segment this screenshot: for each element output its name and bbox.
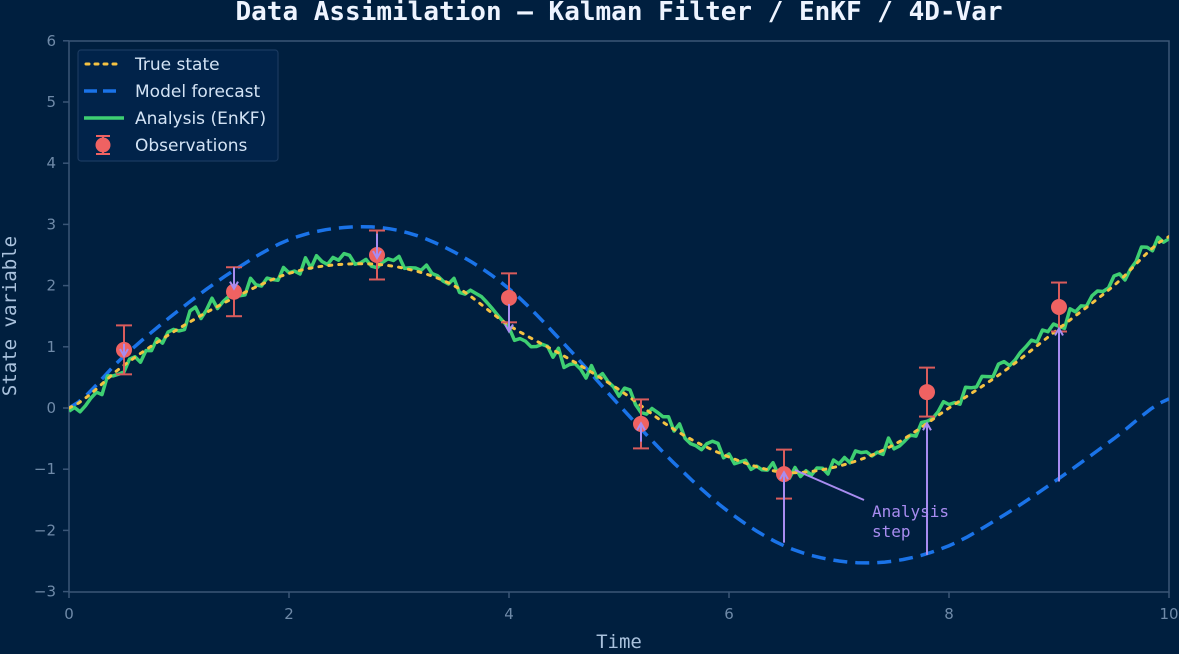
y-tick-label: 0 (46, 399, 56, 417)
y-tick-label: 5 (46, 93, 56, 111)
annotation-line1: Analysis (872, 502, 949, 521)
true-state-line (69, 235, 1169, 475)
plot-frame (68, 40, 1170, 593)
x-tick-label: 0 (64, 605, 74, 623)
analysis-line (69, 235, 1169, 480)
x-tick-label: 8 (944, 605, 954, 623)
y-axis-ticks: −3 −2 −1 0 1 2 3 4 5 6 (34, 32, 69, 601)
observation-point (501, 272, 517, 324)
y-tick-label: 1 (46, 338, 56, 356)
analysis-increment-arrows (124, 233, 1059, 555)
y-tick-label: −2 (34, 521, 56, 539)
annotation-pointer (794, 469, 865, 501)
y-tick-label: 2 (46, 277, 56, 295)
y-tick-label: −3 (34, 583, 56, 601)
x-tick-label: 6 (724, 605, 734, 623)
y-tick-label: 3 (46, 215, 56, 233)
legend: True state Model forecast Analysis (EnKF… (77, 49, 279, 162)
x-tick-label: 2 (284, 605, 294, 623)
legend-observation-swatch (95, 135, 111, 155)
y-tick-label: −1 (34, 460, 56, 478)
observation-point (919, 366, 935, 418)
annotation-line2: step (872, 522, 911, 541)
chart-title: Data Assimilation — Kalman Filter / EnKF… (235, 0, 1002, 27)
x-tick-label: 4 (504, 605, 514, 623)
y-tick-label: 6 (46, 32, 56, 50)
legend-true-label: True state (134, 55, 220, 75)
observation-point (1051, 281, 1067, 333)
legend-observations-label: Observations (135, 136, 248, 156)
x-axis-label: Time (596, 631, 642, 653)
forecast-line (69, 224, 1169, 565)
legend-forecast-label: Model forecast (135, 82, 261, 102)
x-axis-ticks: 0 2 4 6 8 10 (64, 592, 1179, 623)
y-tick-label: 4 (46, 154, 56, 172)
legend-analysis-label: Analysis (EnKF) (135, 109, 266, 129)
y-axis-label: State variable (0, 236, 21, 396)
x-tick-label: 10 (1159, 605, 1178, 623)
